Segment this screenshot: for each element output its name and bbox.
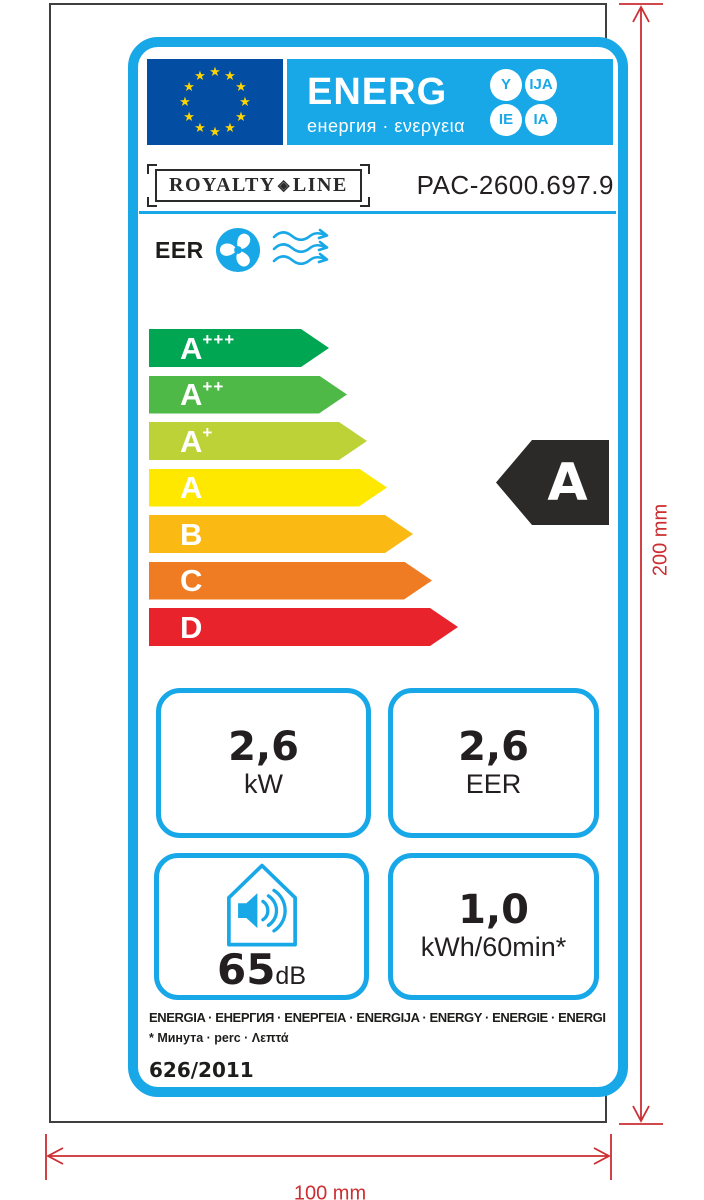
scale-bar-label: D <box>180 609 203 645</box>
star-icon: ★ <box>235 109 247 124</box>
scale-bar-A: A <box>149 469 387 507</box>
brand-name-right: LINE <box>292 173 348 196</box>
energ-band: ENERG енергия · ενεργεια Y IJA IE IA <box>287 59 613 145</box>
star-icon: ★ <box>224 68 236 84</box>
header-divider <box>139 211 616 214</box>
eu-flag-logo: ★ ★ ★ ★ ★ ★ ★ ★ ★ ★ ★ ★ <box>147 59 283 145</box>
consumption-box: 1,0 kWh/60min* <box>388 853 599 1000</box>
star-icon: ★ <box>194 119 206 135</box>
eer-box: 2,6 EER <box>388 688 599 838</box>
brand-logo: ROYALTY ◈ LINE <box>147 163 370 207</box>
power-box: 2,6 kW <box>156 688 371 838</box>
noise-box: 65 dB <box>154 853 369 1000</box>
bracket-corner <box>147 163 157 174</box>
noise-unit: dB <box>275 962 307 991</box>
scale-bar-A+++: A+++ <box>149 329 329 367</box>
bracket-corner <box>359 196 370 207</box>
consumption-value: 1,0 <box>458 887 529 934</box>
energ-suffix-circle: IE <box>490 103 522 136</box>
consumption-unit: kWh/60min* <box>420 932 567 963</box>
rating-letter: A <box>547 452 588 513</box>
energ-language-circles: Y IJA IE IA <box>490 68 557 136</box>
scale-bar-label: C <box>180 563 203 598</box>
energ-suffix-circle: IJA <box>525 68 557 101</box>
scale-bar-B: B <box>149 515 413 553</box>
brand-name-left: ROYALTY <box>169 173 276 196</box>
scale-bar-C: C <box>149 562 432 600</box>
efficiency-scale: A+++ A++ A+ A B C D <box>149 329 458 655</box>
model-number: PAC-2600.697.9 <box>416 169 614 200</box>
label-footer: ENERGIA · ЕНЕРГИЯ · ΕΝΕΡΓΕΙΑ · ENERGIJA … <box>149 1010 614 1082</box>
energ-suffix-circle: IA <box>525 103 557 136</box>
star-icon: ★ <box>224 119 236 135</box>
width-dimension-label: 100 mm <box>293 1182 367 1200</box>
scale-bar-A+: A+ <box>149 422 367 460</box>
scale-bar-label: A++ <box>180 376 225 412</box>
rating-arrow: A <box>496 440 609 525</box>
star-icon: ★ <box>183 79 195 94</box>
scale-bar-label: A+++ <box>180 330 236 366</box>
star-icon: ★ <box>194 68 206 84</box>
star-icon: ★ <box>209 64 221 79</box>
star-icon: ★ <box>183 109 195 124</box>
scale-bar-label: B <box>180 516 203 552</box>
height-dimension-arrow <box>619 3 663 1125</box>
energ-suffix-circle: Y <box>490 68 522 101</box>
eu-stars-circle: ★ ★ ★ ★ ★ ★ ★ ★ ★ ★ ★ ★ <box>147 59 283 145</box>
energ-title: ENERG <box>307 71 448 113</box>
eer-value: 2,6 <box>458 723 529 770</box>
noise-house-icon <box>226 864 297 947</box>
scale-bar-label: A <box>180 470 203 505</box>
eer-label: EER <box>155 236 204 263</box>
minute-note-text: * Минута · perc · Λεπτά <box>149 1031 289 1045</box>
scale-bar-D: D <box>149 608 458 646</box>
star-icon: ★ <box>239 94 251 109</box>
speaker-icon <box>237 893 257 929</box>
regulation-number: 626/2011 <box>149 1058 254 1082</box>
scale-bar-A++: A++ <box>149 376 347 414</box>
star-icon: ★ <box>209 124 221 139</box>
brand-row: ROYALTY ◈ LINE PAC-2600.697.9 <box>147 163 614 207</box>
star-icon: ★ <box>235 79 247 94</box>
diamond-icon: ◈ <box>277 177 291 194</box>
bracket-corner <box>359 163 370 174</box>
energ-subtitle: енергия · ενεργεια <box>307 116 466 136</box>
eer-row: EER <box>155 223 336 277</box>
power-value: 2,6 <box>228 723 299 770</box>
star-icon: ★ <box>179 94 191 109</box>
airflow-icon <box>272 228 329 266</box>
energy-languages-text: ENERGIA · ЕНЕРГИЯ · ΕΝΕΡΓΕΙΑ · ENERGIJA … <box>149 1010 606 1025</box>
width-dimension-arrow <box>45 1134 612 1180</box>
height-dimension-label: 200 mm <box>649 503 672 577</box>
scale-bar-label: A+ <box>180 423 214 459</box>
eer-unit: EER <box>465 768 522 799</box>
fan-icon <box>215 227 260 273</box>
power-unit: kW <box>244 768 283 799</box>
noise-value: 65 <box>216 945 276 995</box>
bracket-corner <box>147 196 157 207</box>
